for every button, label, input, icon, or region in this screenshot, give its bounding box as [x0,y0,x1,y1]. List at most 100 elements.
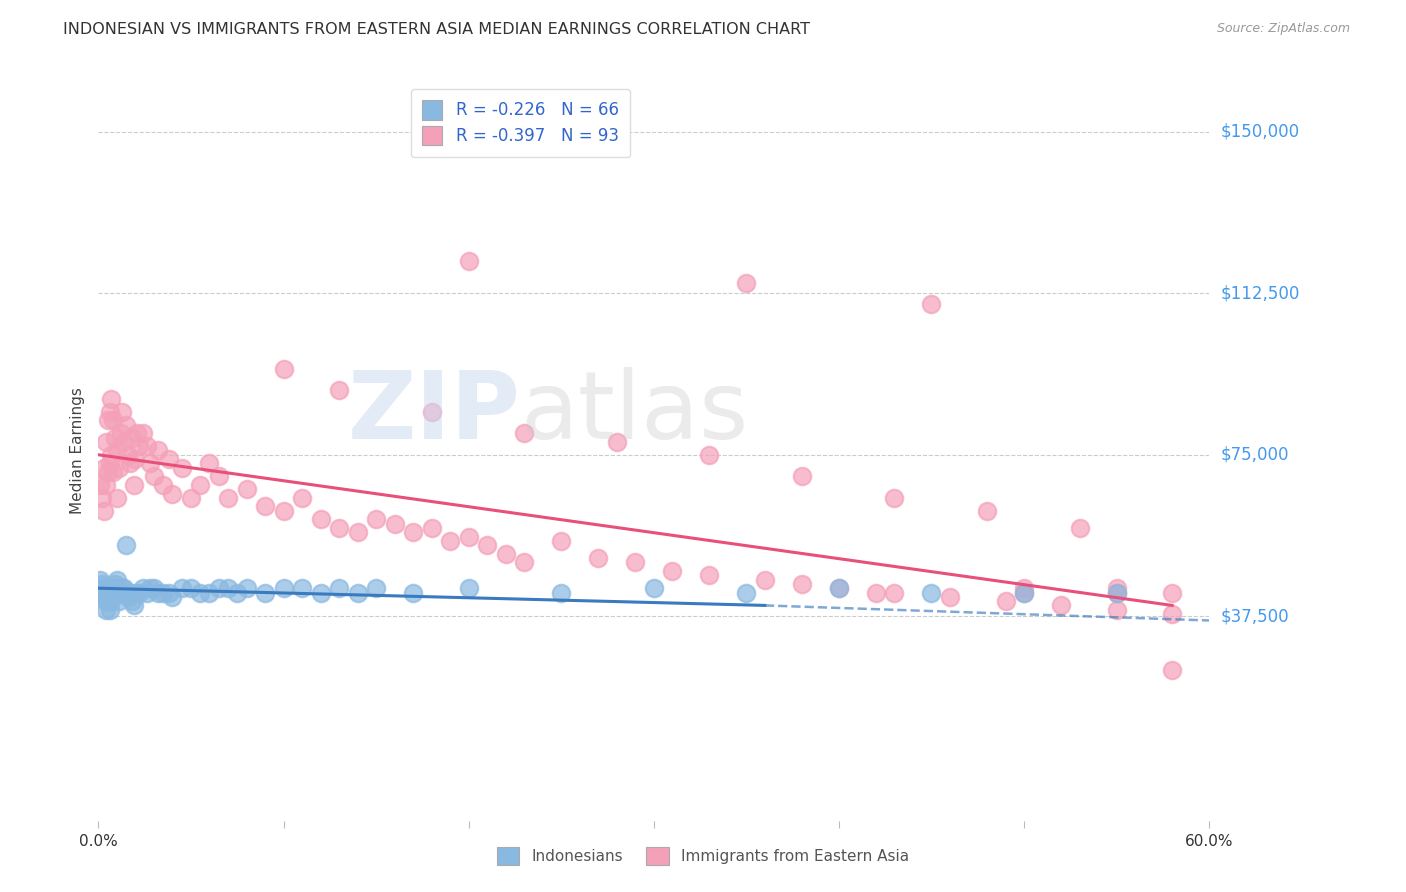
Point [790,469,813,483]
Point [883,585,905,599]
Point [105,573,128,587]
Point [122,478,145,492]
Point [291,491,314,505]
Point [273,581,295,595]
Point [188,585,211,599]
Point [366,581,388,595]
Point [94,434,117,449]
Point [98,585,121,599]
Point [128,439,150,453]
Point [94,594,117,608]
Point [124,452,146,467]
Point [883,491,905,505]
Point [735,276,758,290]
Point [97,581,120,595]
Point [439,533,461,548]
Point [93,581,115,595]
Point [475,538,499,552]
Point [198,456,221,470]
Point [91,577,114,591]
Point [253,500,276,514]
Point [98,405,121,419]
Point [100,585,122,599]
Point [157,452,180,467]
Point [118,456,141,470]
Point [105,581,128,595]
Point [402,525,425,540]
Point [208,581,231,595]
Point [309,585,332,599]
Point [495,547,517,561]
Point [420,405,443,419]
Text: $150,000: $150,000 [1220,123,1299,141]
Point [790,577,813,591]
Point [661,564,683,578]
Point [110,426,132,441]
Point [384,516,406,531]
Point [100,448,122,462]
Point [588,551,610,566]
Point [97,413,120,427]
Point [828,581,851,595]
Point [162,486,184,500]
Point [1105,603,1128,617]
Point [226,585,249,599]
Point [111,581,134,595]
Point [1161,607,1184,621]
Point [1012,581,1035,595]
Point [865,585,887,599]
Point [828,581,851,595]
Point [699,568,721,582]
Text: $37,500: $37,500 [1220,607,1289,625]
Point [107,594,129,608]
Point [97,465,120,479]
Point [127,426,149,441]
Text: ZIP: ZIP [347,368,520,459]
Point [89,478,111,492]
Point [115,538,138,552]
Text: 60.0%: 60.0% [1185,833,1233,848]
Point [93,590,115,604]
Point [143,469,166,483]
Point [366,512,388,526]
Point [921,297,943,311]
Point [97,585,120,599]
Point [1069,521,1091,535]
Point [328,521,350,535]
Point [457,254,479,268]
Point [89,573,111,587]
Text: Source: ZipAtlas.com: Source: ZipAtlas.com [1216,22,1350,36]
Point [309,512,332,526]
Point [91,585,114,599]
Point [103,413,125,427]
Point [1105,585,1128,599]
Point [735,585,758,599]
Point [624,555,647,569]
Point [105,491,128,505]
Point [328,383,350,397]
Point [188,478,211,492]
Point [104,585,127,599]
Point [235,482,257,496]
Point [253,585,276,599]
Point [103,581,125,595]
Point [180,581,202,595]
Point [105,443,128,458]
Point [643,581,665,595]
Point [94,478,117,492]
Point [94,585,117,599]
Point [118,585,141,599]
Point [135,439,157,453]
Point [143,581,166,595]
Point [217,491,239,505]
Point [420,521,443,535]
Point [273,504,295,518]
Point [100,392,122,406]
Point [1161,663,1184,677]
Point [346,525,368,540]
Point [97,594,120,608]
Point [1105,585,1128,599]
Point [1105,581,1128,595]
Point [122,599,145,613]
Point [111,405,134,419]
